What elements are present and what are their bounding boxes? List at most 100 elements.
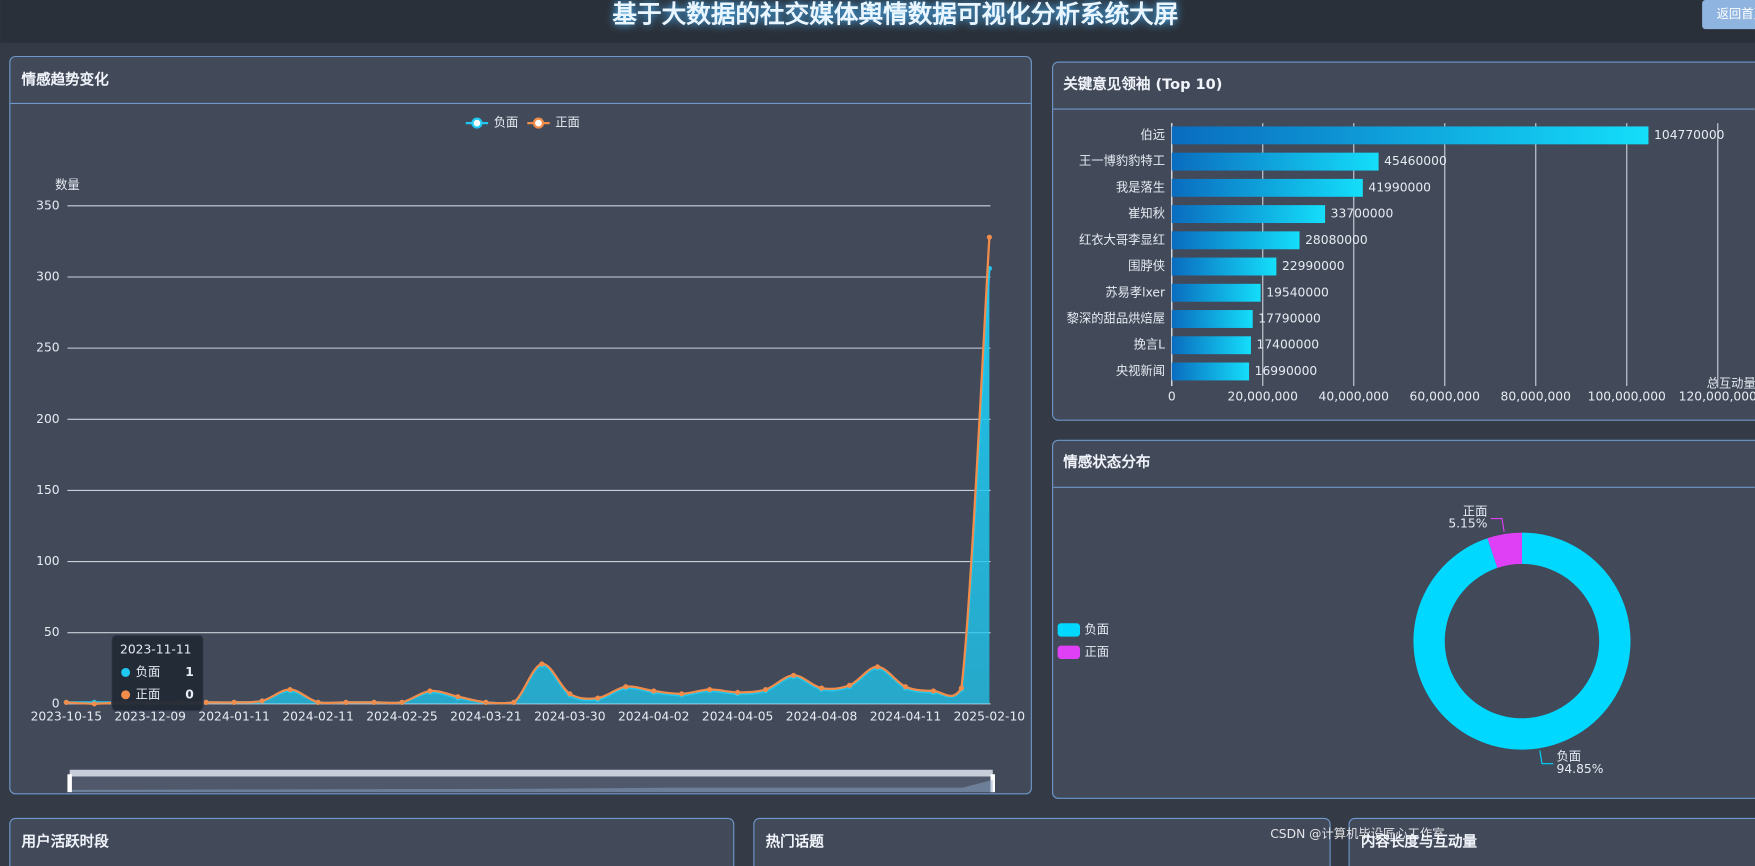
point [707,686,713,693]
point [287,686,293,693]
panel-title: 用户活跃时段 [22,833,110,851]
y-tick-label: 150 [36,483,59,497]
x-tick-label: 2024-04-11 [870,710,941,724]
back-button-label[interactable]: 返回首页 [1717,7,1755,21]
slice-label: 负面 [1557,749,1582,763]
tooltip-title: 2023-11-11 [120,643,191,657]
point [371,699,377,705]
zoom-slider-bar[interactable] [69,769,993,777]
x-tick-label: 2024-02-11 [282,710,353,724]
point [511,699,517,705]
point [623,684,629,690]
x-tick-label: 40,000,000 [1319,390,1389,404]
point [91,701,97,707]
point [539,661,545,667]
panel-title: 情感状态分布 [1063,453,1150,471]
bar [1171,310,1253,328]
header-bar [0,0,1755,43]
x-tick-label: 2024-02-25 [366,710,437,724]
y-tick-label: 350 [36,198,59,212]
slice-value-label: 5.15% [1448,517,1487,531]
x-tick-label: 2024-04-05 [702,710,773,724]
slice-label: 正面 [1463,504,1488,518]
point [679,691,685,697]
point [315,699,321,705]
point [735,689,741,695]
value-label: 16990000 [1255,364,1318,378]
tooltip-value: 0 [185,687,194,701]
legend-swatch [1057,623,1081,637]
point [791,672,797,678]
page-title: 基于大数据的社交媒体舆情数据可视化分析系统大屏 [612,0,1178,29]
tooltip-label: 正面 [136,687,161,701]
tooltip-marker [121,667,131,677]
point [567,691,573,697]
point [930,688,937,694]
leader-line [1490,517,1505,532]
panel [1052,61,1755,421]
value-label: 17400000 [1257,338,1320,352]
x-tick-label: 2023-10-15 [31,710,102,724]
x-tick-label: 2024-04-02 [618,710,689,724]
point [483,699,489,705]
value-label: 45460000 [1384,154,1447,168]
legend-swatch [1057,645,1081,660]
legend-marker [471,117,483,129]
legend-label: 负面 [1084,622,1109,636]
bar [1171,336,1251,355]
category-label: 我是落生 [1116,180,1165,194]
bar [1171,231,1300,250]
legend-marker [532,117,545,129]
panel [9,817,735,866]
legend-label: 正面 [1084,645,1109,659]
value-label: 104770000 [1654,128,1724,142]
bar [1171,152,1379,171]
panel [753,817,1331,866]
tooltip [111,634,204,712]
back-button[interactable] [1702,0,1755,30]
line [66,237,991,705]
category-label: 王一博豹豹特工 [1079,153,1165,168]
point [343,699,349,705]
bar [1171,257,1277,276]
panel [9,55,1032,795]
x-tick-label: 80,000,000 [1501,390,1571,404]
bar [1171,205,1326,224]
x-tick-label: 60,000,000 [1410,390,1480,404]
panel-title: 内容长度与互动量 [1361,833,1478,851]
point [203,699,209,705]
tooltip-value: 1 [185,665,194,679]
category-label: 苏易孝lxer [1105,284,1166,299]
value-label: 17790000 [1258,312,1321,326]
point [902,684,909,690]
point [231,699,237,705]
y-axis-label: 数量 [55,177,80,192]
zoom-preview [71,779,993,793]
y-tick-label: 0 [52,696,60,710]
bar [1171,283,1261,302]
category-label: 红衣大哥李显红 [1079,232,1165,247]
slice-value-label: 94.85% [1557,762,1604,776]
x-tick-label: 0 [1168,390,1176,404]
point [595,695,601,701]
x-tick-label: 2025-02-10 [954,710,1025,724]
tooltip-marker [121,690,131,700]
legend-label: 正面 [555,116,580,130]
value-label: 28080000 [1305,233,1368,247]
value-label: 19540000 [1266,285,1329,299]
zoom-handle[interactable] [67,774,72,793]
point [455,694,461,700]
category-label: 挽言L [1134,338,1166,352]
panel [1052,439,1755,799]
y-tick-label: 250 [36,341,59,355]
point [818,685,825,691]
panel-title: 热门话题 [766,833,825,851]
x-tick-label: 100,000,000 [1588,390,1666,404]
x-tick-label: 120,000,000 [1679,390,1755,404]
value-label: 33700000 [1331,207,1394,221]
watermark: CSDN @计算机毕设匠心工作室 [1270,826,1444,841]
category-label: 伯远 [1140,127,1165,142]
